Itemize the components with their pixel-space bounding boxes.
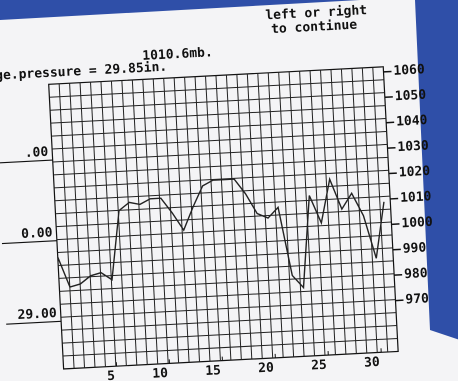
y2-tick-label: 1030 — [397, 138, 429, 155]
x-tick-label: 15 — [205, 363, 221, 379]
y-tick-label: 0.00 — [21, 225, 53, 242]
y2-tick-label: 1000 — [401, 215, 433, 232]
y-tick-label: 29.00 — [17, 306, 57, 323]
y2-tick-label: 980 — [404, 266, 428, 282]
y2-tick-label: 1020 — [398, 164, 430, 181]
chart: ge.pressure = 29.85in. 1010.6mb. left or… — [0, 0, 458, 381]
y2-tick-label: 970 — [405, 291, 429, 307]
x-tick-label: 5 — [107, 369, 116, 381]
page: ge.pressure = 29.85in. 1010.6mb. left or… — [0, 0, 458, 381]
x-tick-label: 20 — [258, 360, 275, 376]
y-tick-label: .00 — [24, 145, 48, 161]
x-tick-label: 30 — [364, 355, 381, 371]
x-tick-label: 25 — [311, 358, 327, 374]
y2-tick-label: 1040 — [396, 113, 428, 130]
y2-tick-label: 1050 — [394, 88, 426, 105]
y2-tick-label: 1010 — [400, 189, 432, 206]
x-tick-label: 10 — [152, 366, 169, 381]
y2-tick-label: 990 — [402, 241, 426, 257]
y2-tick-label: 1060 — [393, 62, 425, 79]
